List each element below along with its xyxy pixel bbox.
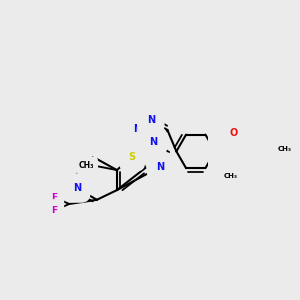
Text: S: S (129, 152, 136, 162)
Text: F: F (51, 206, 57, 215)
Text: CH₃: CH₃ (223, 173, 237, 179)
Text: N: N (133, 124, 141, 134)
Text: N: N (149, 137, 158, 147)
Text: CH₃: CH₃ (278, 146, 292, 152)
Text: F: F (51, 193, 57, 202)
Text: N: N (147, 115, 155, 125)
Text: CH₃: CH₃ (79, 161, 94, 170)
Text: N: N (156, 162, 164, 172)
Text: O: O (230, 128, 238, 138)
Text: N: N (73, 183, 81, 193)
